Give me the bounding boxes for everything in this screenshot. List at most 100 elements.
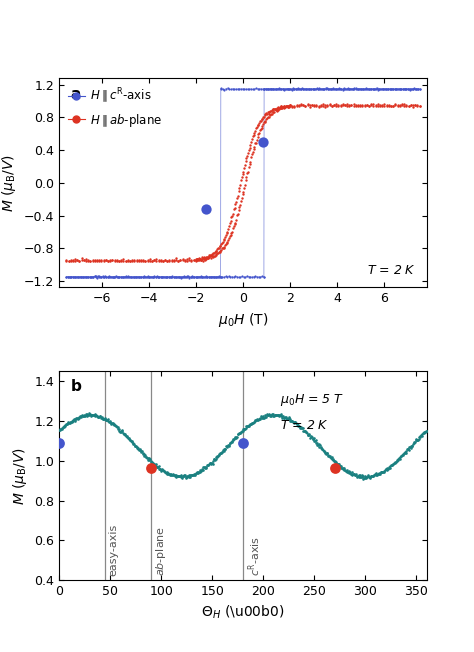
Point: [191, 469, 199, 480]
Point: [261, 412, 268, 422]
Point: [145, 454, 152, 465]
Point: [104, 256, 112, 266]
Point: [393, 455, 401, 466]
Point: [374, 469, 382, 479]
Point: [192, 272, 200, 282]
Point: [214, 243, 222, 253]
Point: [206, 249, 213, 259]
Point: [175, 471, 182, 481]
Point: [218, 238, 226, 248]
Point: [117, 272, 125, 282]
Point: [383, 464, 390, 475]
Point: [362, 472, 369, 482]
Point: [220, 242, 228, 252]
Text: $T$ = 2 K: $T$ = 2 K: [280, 419, 328, 432]
Point: [177, 255, 184, 265]
Point: [238, 172, 246, 183]
Point: [251, 127, 258, 138]
Point: [365, 83, 373, 94]
Point: [149, 458, 156, 468]
Point: [192, 256, 200, 266]
Point: [253, 135, 261, 145]
Point: [291, 83, 298, 94]
Point: [246, 271, 254, 282]
Point: [254, 415, 261, 425]
Point: [237, 427, 245, 437]
Point: [342, 466, 349, 476]
Y-axis label: $M$ ($\mu_\mathrm{B}/V$): $M$ ($\mu_\mathrm{B}/V$): [11, 447, 29, 505]
Point: [291, 83, 298, 94]
Point: [208, 458, 215, 468]
Point: [203, 462, 210, 472]
Point: [420, 426, 428, 437]
Point: [64, 271, 72, 282]
Point: [251, 415, 259, 426]
Point: [346, 467, 354, 477]
Point: [313, 437, 320, 448]
Point: [204, 272, 211, 282]
Point: [228, 212, 235, 222]
Point: [252, 138, 260, 148]
Point: [262, 110, 269, 120]
Point: [248, 149, 256, 159]
Point: [351, 84, 358, 95]
Point: [390, 459, 397, 469]
Point: [307, 84, 315, 95]
Point: [248, 134, 256, 144]
Point: [254, 120, 261, 130]
Point: [108, 418, 116, 428]
Point: [236, 202, 243, 213]
Point: [134, 271, 141, 282]
Point: [252, 416, 259, 426]
Point: [419, 428, 427, 439]
Point: [258, 413, 265, 423]
Point: [311, 436, 319, 447]
Point: [155, 272, 162, 282]
Point: [74, 272, 82, 282]
Point: [247, 419, 255, 429]
Point: [82, 272, 90, 282]
Point: [199, 256, 207, 266]
Point: [323, 448, 330, 458]
Point: [210, 271, 218, 282]
Point: [349, 83, 357, 94]
Point: [67, 271, 75, 282]
Point: [285, 101, 292, 111]
Point: [307, 430, 314, 441]
Point: [273, 106, 280, 116]
Point: [183, 471, 191, 482]
Point: [319, 99, 327, 110]
Point: [241, 160, 249, 170]
Point: [218, 448, 225, 458]
Point: [249, 419, 257, 429]
Point: [284, 102, 292, 113]
Point: [161, 254, 169, 265]
Point: [206, 252, 213, 263]
Point: [84, 409, 91, 419]
Point: [309, 83, 317, 94]
Point: [201, 255, 209, 265]
Point: [306, 430, 313, 440]
Point: [333, 458, 340, 468]
Point: [190, 272, 198, 282]
Point: [344, 83, 352, 94]
Point: [321, 100, 329, 110]
Point: [199, 253, 207, 263]
Point: [319, 444, 327, 454]
Point: [334, 84, 342, 95]
Point: [364, 84, 372, 95]
Point: [361, 83, 369, 94]
Point: [289, 417, 297, 428]
Point: [312, 84, 320, 95]
Point: [130, 439, 138, 449]
Point: [211, 247, 219, 258]
Point: [118, 272, 126, 282]
Point: [152, 460, 159, 471]
Point: [381, 99, 388, 110]
Point: [287, 83, 294, 94]
Point: [238, 271, 246, 282]
Point: [120, 428, 128, 439]
Point: [401, 447, 408, 458]
Point: [210, 272, 218, 282]
Text: easy-axis: easy-axis: [108, 524, 118, 576]
